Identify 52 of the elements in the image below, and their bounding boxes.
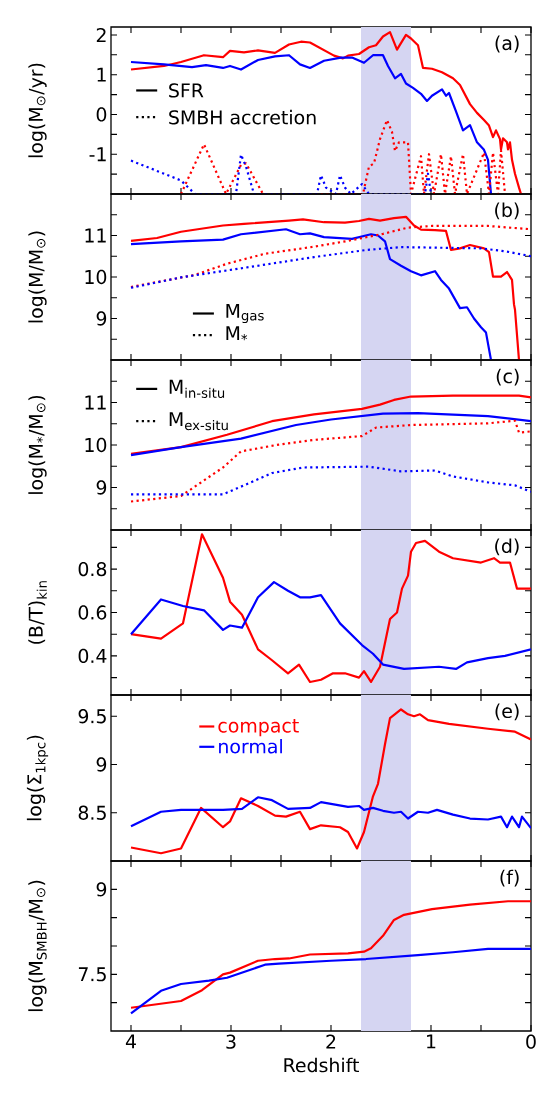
y-tick-label: 11 xyxy=(85,395,106,410)
annotation: M$_{*}$ xyxy=(226,326,248,341)
y-tick-label: 0.4 xyxy=(78,648,107,664)
y-tick-label: 10 xyxy=(85,269,107,285)
annotation: (f) xyxy=(500,869,519,887)
y-tick-label: 9.5 xyxy=(78,709,106,724)
legend-label: normal xyxy=(219,738,282,754)
annotation: SFR xyxy=(169,83,204,98)
line-series xyxy=(129,465,531,496)
line-series xyxy=(129,581,531,671)
x-axis-title: Redshift xyxy=(284,1057,359,1073)
y-tick-label: 9 xyxy=(96,882,107,897)
y-tick-label: 1 xyxy=(97,67,106,82)
y-axis-title: log(Σ$_{1kpc}$) xyxy=(26,735,49,821)
annotation: (a) xyxy=(495,35,519,53)
y-tick-label: 9 xyxy=(96,757,107,772)
line-series xyxy=(129,54,493,194)
y-axis-title: log(M/M$_{⊙}$) xyxy=(28,231,47,323)
annotation: (d) xyxy=(495,538,519,556)
y-tick-label: 0.6 xyxy=(78,605,107,620)
line-series xyxy=(129,31,523,194)
y-tick-label: -1 xyxy=(89,147,106,162)
annotation: (c) xyxy=(496,368,519,386)
y-axis-title: (B/T)$_{kin}$ xyxy=(28,581,47,644)
y-axis-title: log(M$_{SMBH}$/M$_{⊙}$) xyxy=(28,880,47,1012)
x-tick-label: 1 xyxy=(427,1034,436,1049)
line-series xyxy=(129,796,531,830)
y-tick-label: 7.5 xyxy=(78,967,106,982)
y-tick-label: 2 xyxy=(96,27,106,42)
annotation: (e) xyxy=(495,703,519,721)
annotation: M$_{gas}$ xyxy=(226,303,264,324)
x-tick-label: 4 xyxy=(125,1034,136,1049)
x-tick-label: 2 xyxy=(326,1034,336,1049)
line-series xyxy=(129,533,531,684)
line-series xyxy=(129,947,531,1015)
legend-label: compact xyxy=(218,719,299,737)
annotation: SMBH accretion xyxy=(169,109,316,125)
y-tick-label: 0.8 xyxy=(78,561,107,577)
y-axis-title: log(M$_{*}$/M$_{⊙}$) xyxy=(28,395,47,494)
y-tick-label: 9 xyxy=(96,480,107,495)
annotation: (b) xyxy=(495,202,519,220)
y-axis-title: log(M$_{⊙}$/yr) xyxy=(28,63,47,158)
y-tick-label: 8.5 xyxy=(78,805,106,820)
x-tick-label: 0 xyxy=(526,1034,536,1049)
annotation: M$_{in-situ}$ xyxy=(169,379,225,398)
x-tick-label: 3 xyxy=(226,1034,236,1049)
y-tick-label: 0 xyxy=(96,107,107,122)
y-tick-label: 11 xyxy=(85,228,106,243)
annotation: M$_{ex-situ}$ xyxy=(169,412,228,431)
line-series xyxy=(129,412,531,457)
y-tick-label: 10 xyxy=(85,437,107,453)
y-tick-label: 9 xyxy=(96,311,107,326)
